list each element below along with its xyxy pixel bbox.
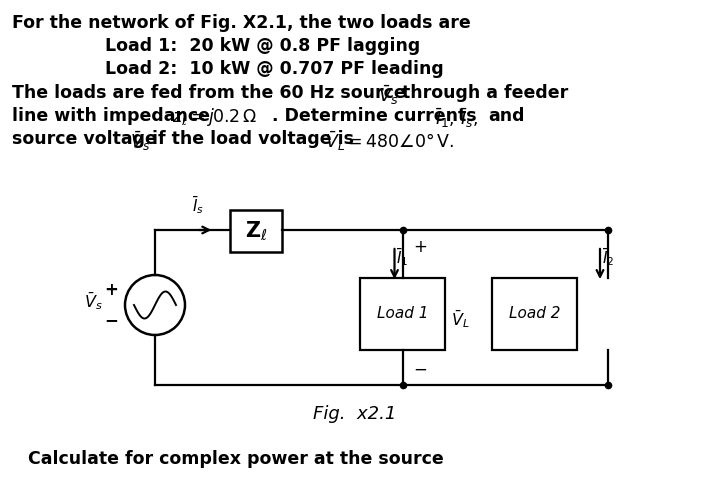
Text: Fig.  x2.1: Fig. x2.1 [313,405,397,423]
Text: $\bar{I}_2$: $\bar{I}_2$ [602,246,614,268]
Text: −: − [104,311,118,329]
Text: and: and [488,107,525,125]
Text: source voltage: source voltage [12,130,157,148]
Text: $\bar{V}_s$: $\bar{V}_s$ [378,83,399,107]
Text: $z_{\ell} = j0.2\,\Omega$: $z_{\ell} = j0.2\,\Omega$ [172,106,257,128]
Text: $\bar{I}_1$: $\bar{I}_1$ [396,246,409,268]
Text: $\mathbf{Z}_\ell$: $\mathbf{Z}_\ell$ [245,219,267,243]
Text: Load 2:  10 kW @ 0.707 PF leading: Load 2: 10 kW @ 0.707 PF leading [105,60,444,78]
Text: $\bar{V}_L = 480\angle 0°\,$V.: $\bar{V}_L = 480\angle 0°\,$V. [325,129,454,153]
Text: $\bar{I}_1,$: $\bar{I}_1,$ [435,106,454,129]
Text: Calculate for complex power at the source: Calculate for complex power at the sourc… [28,450,444,468]
Text: . Determine currents: . Determine currents [272,107,476,125]
Text: through a feeder: through a feeder [402,84,568,102]
Text: For the network of Fig. X2.1, the two loads are: For the network of Fig. X2.1, the two lo… [12,14,471,32]
Text: line with impedance: line with impedance [12,107,210,125]
Text: $\bar{V}_s$: $\bar{V}_s$ [84,290,102,312]
Bar [230,210,282,252]
Bar [492,278,577,350]
Text: $\bar{V}_s$: $\bar{V}_s$ [130,129,150,153]
Bar [360,278,445,350]
Text: $\bar{I}_s,$: $\bar{I}_s,$ [460,106,478,129]
Text: The loads are fed from the 60 Hz source: The loads are fed from the 60 Hz source [12,84,405,102]
Text: Load 2: Load 2 [509,307,560,322]
Text: Load 1: Load 1 [377,307,428,322]
Text: if the load voltage is: if the load voltage is [152,130,354,148]
Text: −: − [413,361,427,379]
Text: +: + [104,281,118,299]
Text: $\bar{I}_s$: $\bar{I}_s$ [192,194,204,216]
Text: +: + [413,238,427,256]
Text: Load 1:  20 kW @ 0.8 PF lagging: Load 1: 20 kW @ 0.8 PF lagging [105,37,420,55]
Text: $\bar{V}_L$: $\bar{V}_L$ [451,308,469,330]
